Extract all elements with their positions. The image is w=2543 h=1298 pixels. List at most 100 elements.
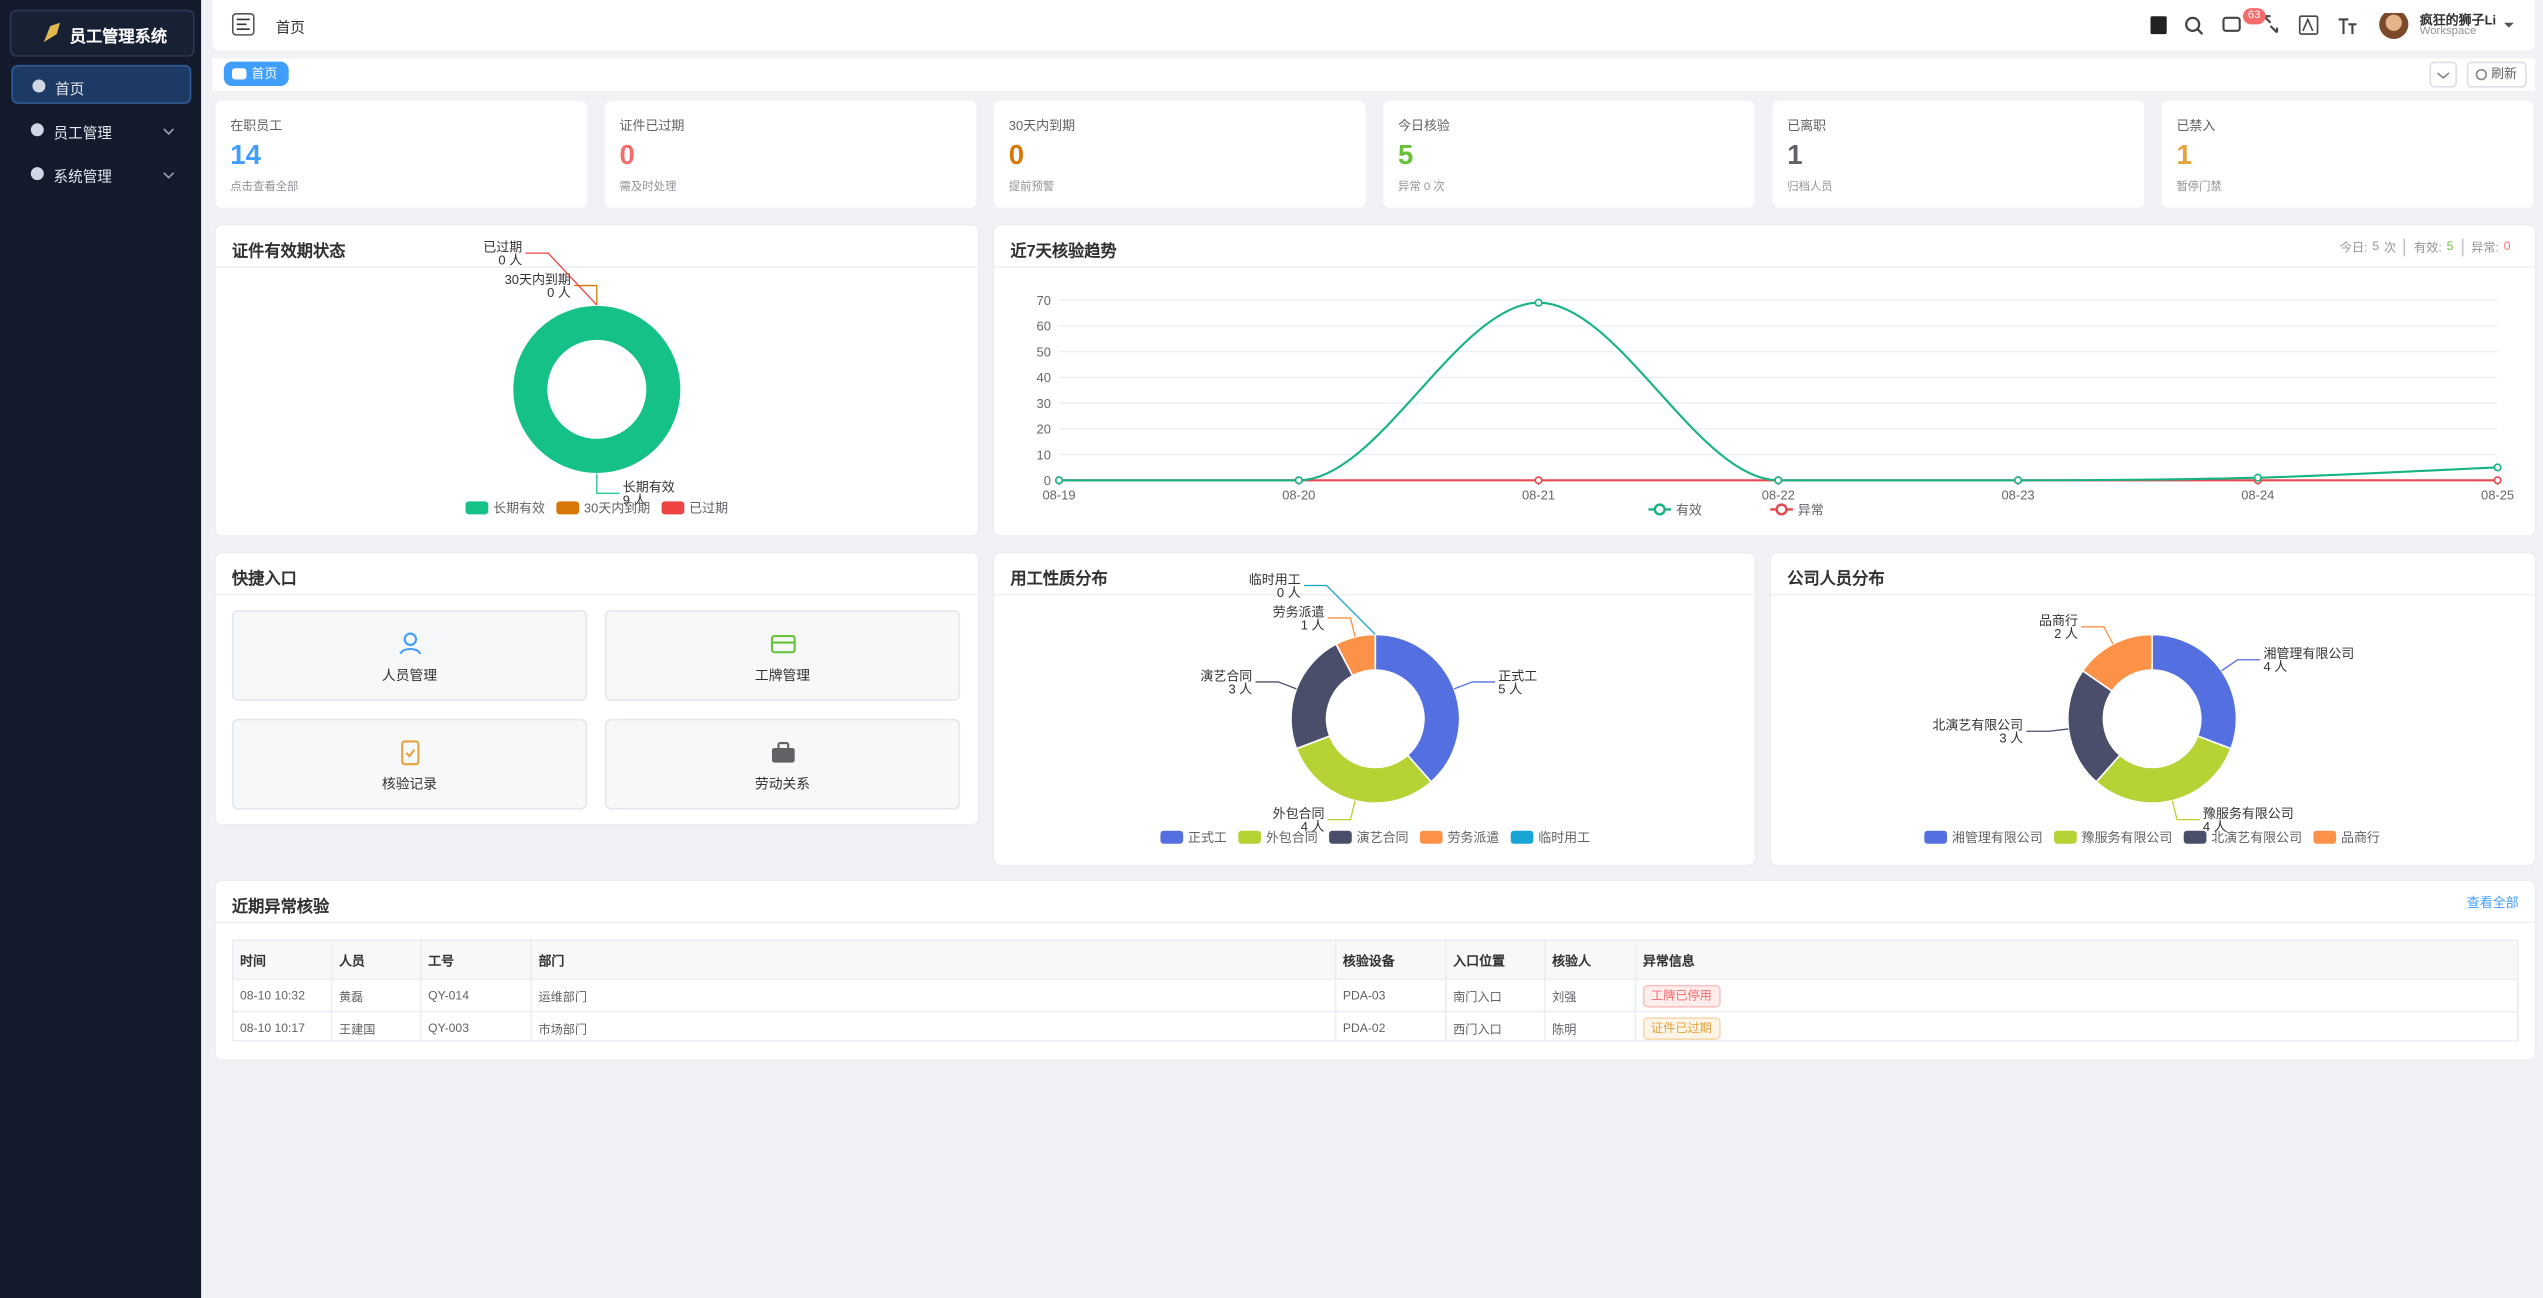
- company-panel: 公司人员分布: [1771, 553, 2535, 865]
- quick-entry[interactable]: 劳动关系: [604, 718, 961, 810]
- stat-card: 已禁入 1 暂停门禁: [2161, 100, 2534, 208]
- menu-item[interactable]: 系统管理: [11, 154, 191, 193]
- table-frame: [231, 939, 2519, 1042]
- stat-card: 已离职 1 归档人员: [1772, 100, 2145, 208]
- menu-item[interactable]: 员工管理: [11, 110, 191, 149]
- quick-entry[interactable]: 核验记录: [231, 718, 588, 810]
- stat-note: 需及时处理: [619, 181, 677, 194]
- slice-label: 演艺合同: [1200, 668, 1252, 683]
- slice-value: 0 人: [1277, 585, 1301, 600]
- column-header: 核验设备: [1342, 954, 1395, 969]
- tab-active[interactable]: 首页: [223, 61, 289, 86]
- legend: 有效 异常: [1648, 502, 1824, 517]
- slice-label: 劳务派遣: [1273, 604, 1325, 619]
- refresh-button[interactable]: 刷新: [2466, 61, 2527, 88]
- status-tag: 工牌已停用: [1642, 984, 1720, 1008]
- slice-label: 外包合同: [1273, 806, 1325, 821]
- slice-label: 豫服务有限公司: [2203, 806, 2294, 821]
- legend-swatch: [1924, 830, 1948, 844]
- line-marker: [1534, 298, 1543, 307]
- line-marker: [2253, 473, 2262, 482]
- fullscreen-icon[interactable]: [2263, 15, 2279, 34]
- line-marker: [1054, 476, 1064, 485]
- message-badge: 63: [2242, 8, 2266, 25]
- line-marker: [1294, 476, 1303, 485]
- line-marker: [1534, 476, 1543, 485]
- pie-slice: [1374, 633, 1461, 784]
- label-line: [2221, 659, 2261, 672]
- n-icon[interactable]: [2150, 16, 2167, 35]
- label-line: [1327, 800, 1356, 821]
- stat-card[interactable]: 在职员工 14 点击查看全部: [215, 100, 588, 208]
- slice-label: 临时用工: [1249, 572, 1301, 587]
- quick-icon: [771, 742, 795, 763]
- y-tick-label: 70: [1036, 293, 1050, 308]
- user-caret[interactable]: [2504, 22, 2514, 28]
- label-line: [2081, 626, 2114, 645]
- tab-label: 首页: [251, 66, 278, 82]
- quick-label: 核验记录: [381, 775, 438, 792]
- column-header: 异常信息: [1642, 954, 1695, 969]
- x-tick-label: 08-19: [1042, 488, 1075, 503]
- header: 首页 63 疯狂的狮子Li Workspace: [212, 0, 2535, 51]
- summary-label: 异常:: [2471, 240, 2499, 255]
- slice-value: 0 人: [498, 252, 522, 267]
- table-cell: PDA-03: [1342, 988, 1386, 1003]
- stat-note: 归档人员: [1787, 181, 1833, 194]
- slice-value: 0 人: [547, 285, 571, 300]
- quick-label: 人员管理: [381, 666, 438, 684]
- slice-value: 2 人: [2054, 626, 2078, 641]
- menu-toggle[interactable]: [231, 12, 255, 36]
- message-icon[interactable]: [2222, 16, 2241, 32]
- y-tick-label: 50: [1036, 344, 1050, 359]
- summary-label: 今日:: [2339, 240, 2368, 255]
- legend-label: 长期有效: [493, 501, 545, 516]
- trend-panel: 近7天核验趋势 今日: 5 次有效: 5 异常: 0: [994, 225, 2535, 536]
- stat-label: 已禁入: [2176, 118, 2216, 134]
- divider: [994, 266, 2535, 268]
- panel-title: 近7天核验趋势: [1010, 243, 1117, 262]
- menu-icon: [30, 123, 44, 137]
- legend: 湘管理有限公司 豫服务有限公司 北演艺有限公司 品商行: [1924, 830, 2380, 845]
- legend-swatch: [661, 501, 685, 515]
- x-tick-label: 08-21: [1522, 488, 1555, 503]
- legend-label: 临时用工: [1538, 830, 1590, 845]
- pie-slice: [2081, 633, 2153, 693]
- quick-entry[interactable]: 人员管理: [231, 610, 588, 701]
- tabs-bar: 首页 刷新: [212, 58, 2535, 91]
- slice-value: 3 人: [1228, 681, 1252, 696]
- tab-dropdown[interactable]: [2429, 61, 2458, 88]
- legend-swatch: [1419, 830, 1443, 844]
- quick-entry[interactable]: 工牌管理: [604, 610, 961, 701]
- slice-label: 已过期: [483, 239, 522, 254]
- view-all-link[interactable]: 查看全部: [2466, 895, 2519, 911]
- y-tick-label: 40: [1036, 370, 1050, 385]
- slice-value: 1 人: [1301, 617, 1325, 632]
- menu-item[interactable]: 首页: [11, 64, 192, 104]
- table-cell: PDA-02: [1342, 1020, 1386, 1036]
- slice-value: 4 人: [2263, 659, 2287, 674]
- legend-label: 湘管理有限公司: [1952, 830, 2043, 845]
- quick-panel: 快捷入口 人员管理 工牌管理 核验记录 劳动关系: [215, 553, 978, 825]
- stat-card: 证件已过期 0 需及时处理: [604, 100, 977, 208]
- legend-swatch: [1160, 830, 1184, 844]
- stat-label: 证件已过期: [619, 118, 685, 134]
- slice-value: 4 人: [1301, 819, 1325, 834]
- search-icon[interactable]: [2185, 16, 2201, 32]
- trend-summary: 今日: 5 次有效: 5 异常: 0: [2332, 238, 2519, 257]
- panel-title: 证件有效期状态: [231, 243, 346, 262]
- slice-label: 长期有效: [623, 480, 675, 495]
- size-icon[interactable]: [2338, 18, 2357, 35]
- y-tick-label: 30: [1036, 396, 1050, 411]
- user-name[interactable]: 疯狂的狮子Li: [2419, 12, 2497, 28]
- summary-unit: 次: [2383, 240, 2397, 255]
- summary-item: 异常: 0: [2461, 238, 2518, 257]
- logo-icon: [43, 22, 61, 43]
- legend-label: 异常: [1798, 502, 1824, 517]
- header-tools: [2150, 12, 2514, 39]
- pie-slice: [2151, 633, 2238, 750]
- lang-icon[interactable]: [2298, 15, 2319, 35]
- line-marker: [2493, 476, 2502, 485]
- slice-value: 4 人: [2203, 819, 2227, 834]
